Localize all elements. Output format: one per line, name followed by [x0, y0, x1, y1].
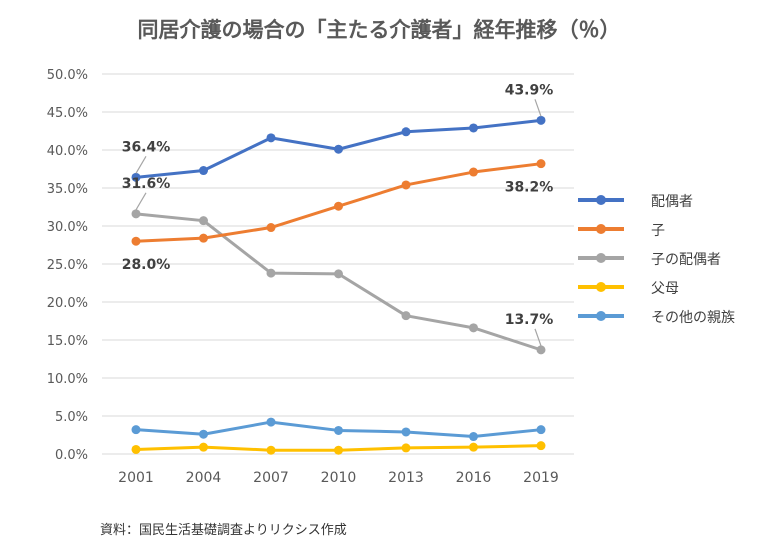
data-point [401, 180, 411, 190]
x-tick-label: 2007 [253, 470, 289, 486]
legend-swatch [578, 308, 624, 324]
y-tick-label: 0.0% [55, 448, 88, 463]
legend-label: その他の親族 [651, 310, 735, 326]
data-point [199, 442, 208, 452]
leader-line [534, 99, 542, 117]
data-point [334, 269, 343, 279]
data-point [536, 115, 546, 125]
legend-swatch [578, 221, 624, 237]
x-tick-label: 2016 [456, 470, 492, 486]
legend-swatch [578, 250, 624, 266]
y-tick-label: 10.0% [47, 372, 88, 387]
legend-label: 配偶者 [651, 194, 693, 210]
data-point [266, 133, 276, 143]
data-point [199, 216, 208, 226]
leader-line [534, 328, 542, 347]
y-tick-label: 35.0% [47, 182, 88, 197]
data-label: 38.2% [505, 180, 554, 196]
data-point [469, 442, 478, 452]
y-tick-label: 25.0% [47, 258, 88, 273]
y-tick-label: 5.0% [55, 410, 88, 425]
data-point [469, 323, 478, 333]
data-point [199, 166, 208, 176]
data-point [334, 445, 343, 455]
data-point [536, 441, 546, 451]
data-label: 36.4% [122, 139, 171, 155]
legend-swatch [578, 192, 624, 208]
data-label: 43.9% [505, 82, 554, 98]
data-point [536, 345, 546, 355]
y-tick-label: 30.0% [47, 220, 88, 235]
legend-label: 父母 [651, 281, 679, 297]
data-point [334, 201, 343, 211]
data-point [334, 144, 343, 154]
x-tick-label: 2010 [321, 470, 357, 486]
y-tick-label: 20.0% [47, 296, 88, 311]
data-point [266, 223, 276, 233]
data-point [266, 268, 276, 278]
data-label: 31.6% [122, 176, 171, 192]
data-point [401, 443, 411, 453]
x-tick-label: 2019 [523, 470, 559, 486]
data-label: 13.7% [505, 312, 554, 328]
data-point [401, 427, 411, 437]
data-labels: 36.4% 43.9% 28.0% 38.2% 31.6% 13.7% [122, 82, 554, 347]
chart-title: 同居介護の場合の「主たる介護者」経年推移（％） [137, 18, 621, 42]
data-point [334, 425, 343, 435]
data-point [199, 429, 208, 439]
axes: 0.0% 5.0% 10.0% 15.0% 20.0% 25.0% 30.0% 35.0% 40… [47, 68, 559, 486]
y-tick-label: 45.0% [47, 106, 88, 121]
data-point [266, 445, 276, 455]
data-point [401, 311, 411, 321]
x-tick-label: 2004 [186, 470, 222, 486]
legend-label: 子の配偶者 [651, 252, 721, 268]
series-line [134, 212, 543, 352]
data-point [199, 233, 208, 243]
data-point [131, 209, 141, 219]
data-point [266, 417, 276, 427]
data-point [469, 167, 478, 177]
data-point [469, 432, 478, 442]
gridlines [102, 73, 574, 455]
y-tick-label: 15.0% [47, 334, 88, 349]
x-tick-label: 2001 [118, 470, 154, 486]
data-point [536, 159, 546, 169]
leader-line [135, 156, 147, 174]
legend-swatch [578, 279, 624, 295]
y-tick-label: 50.0% [47, 68, 88, 83]
x-tick-label: 2013 [388, 470, 424, 486]
leader-line [135, 192, 147, 211]
y-tick-label: 40.0% [47, 144, 88, 159]
data-point [469, 123, 478, 133]
data-point [131, 444, 141, 454]
data-label: 28.0% [122, 257, 171, 273]
legend-label: 子 [651, 223, 665, 239]
series-lines [131, 115, 546, 455]
data-point [401, 127, 411, 137]
data-point [131, 425, 141, 435]
data-point [131, 236, 141, 246]
data-point [536, 425, 546, 435]
data-point [131, 172, 141, 182]
source-note: 資料：国民生活基礎調査よりリクシス作成 [100, 523, 347, 538]
